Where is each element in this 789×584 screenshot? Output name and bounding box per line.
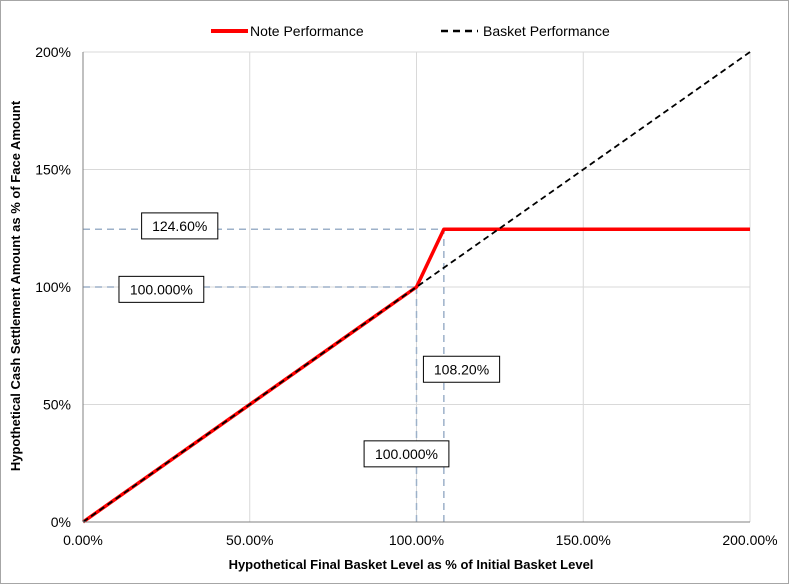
y-axis-title: Hypothetical Cash Settlement Amount as %… — [8, 100, 23, 471]
legend: Note Performance Basket Performance — [211, 23, 610, 39]
x-tick-label: 0.00% — [63, 532, 103, 548]
annotation-box — [363, 440, 450, 468]
annotation-box — [118, 275, 205, 303]
annotation-label: 100.000% — [130, 281, 193, 297]
legend-label: Note Performance — [250, 23, 364, 39]
x-tick-label: 50.00% — [226, 532, 273, 548]
y-tick-label: 150% — [35, 162, 71, 178]
legend-label: Basket Performance — [483, 23, 610, 39]
x-axis-title: Hypothetical Final Basket Level as % of … — [229, 557, 594, 572]
x-tick-label: 150.00% — [556, 532, 611, 548]
basket-performance-line — [82, 51, 751, 523]
x-tick-label: 200.00% — [722, 532, 777, 548]
annotations: 124.60% 100.000% 108.20% 100.000% — [118, 212, 501, 468]
annotation-box — [141, 212, 219, 240]
y-tick-label: 200% — [35, 44, 71, 60]
annotation-label: 124.60% — [152, 218, 207, 234]
reference-lines — [83, 228, 445, 522]
x-tick-label: 100.00% — [389, 532, 444, 548]
annotation-label: 108.20% — [434, 361, 489, 377]
annotation-box — [422, 355, 501, 383]
annotation-label: 100.000% — [375, 446, 438, 462]
y-tick-label: 100% — [35, 279, 71, 295]
series — [81, 51, 751, 524]
axes: 0.00% 50.00% 100.00% 150.00% 200.00% 0% 50% 100… — [35, 44, 777, 548]
y-tick-label: 50% — [43, 397, 71, 413]
y-tick-label: 0% — [51, 514, 71, 530]
